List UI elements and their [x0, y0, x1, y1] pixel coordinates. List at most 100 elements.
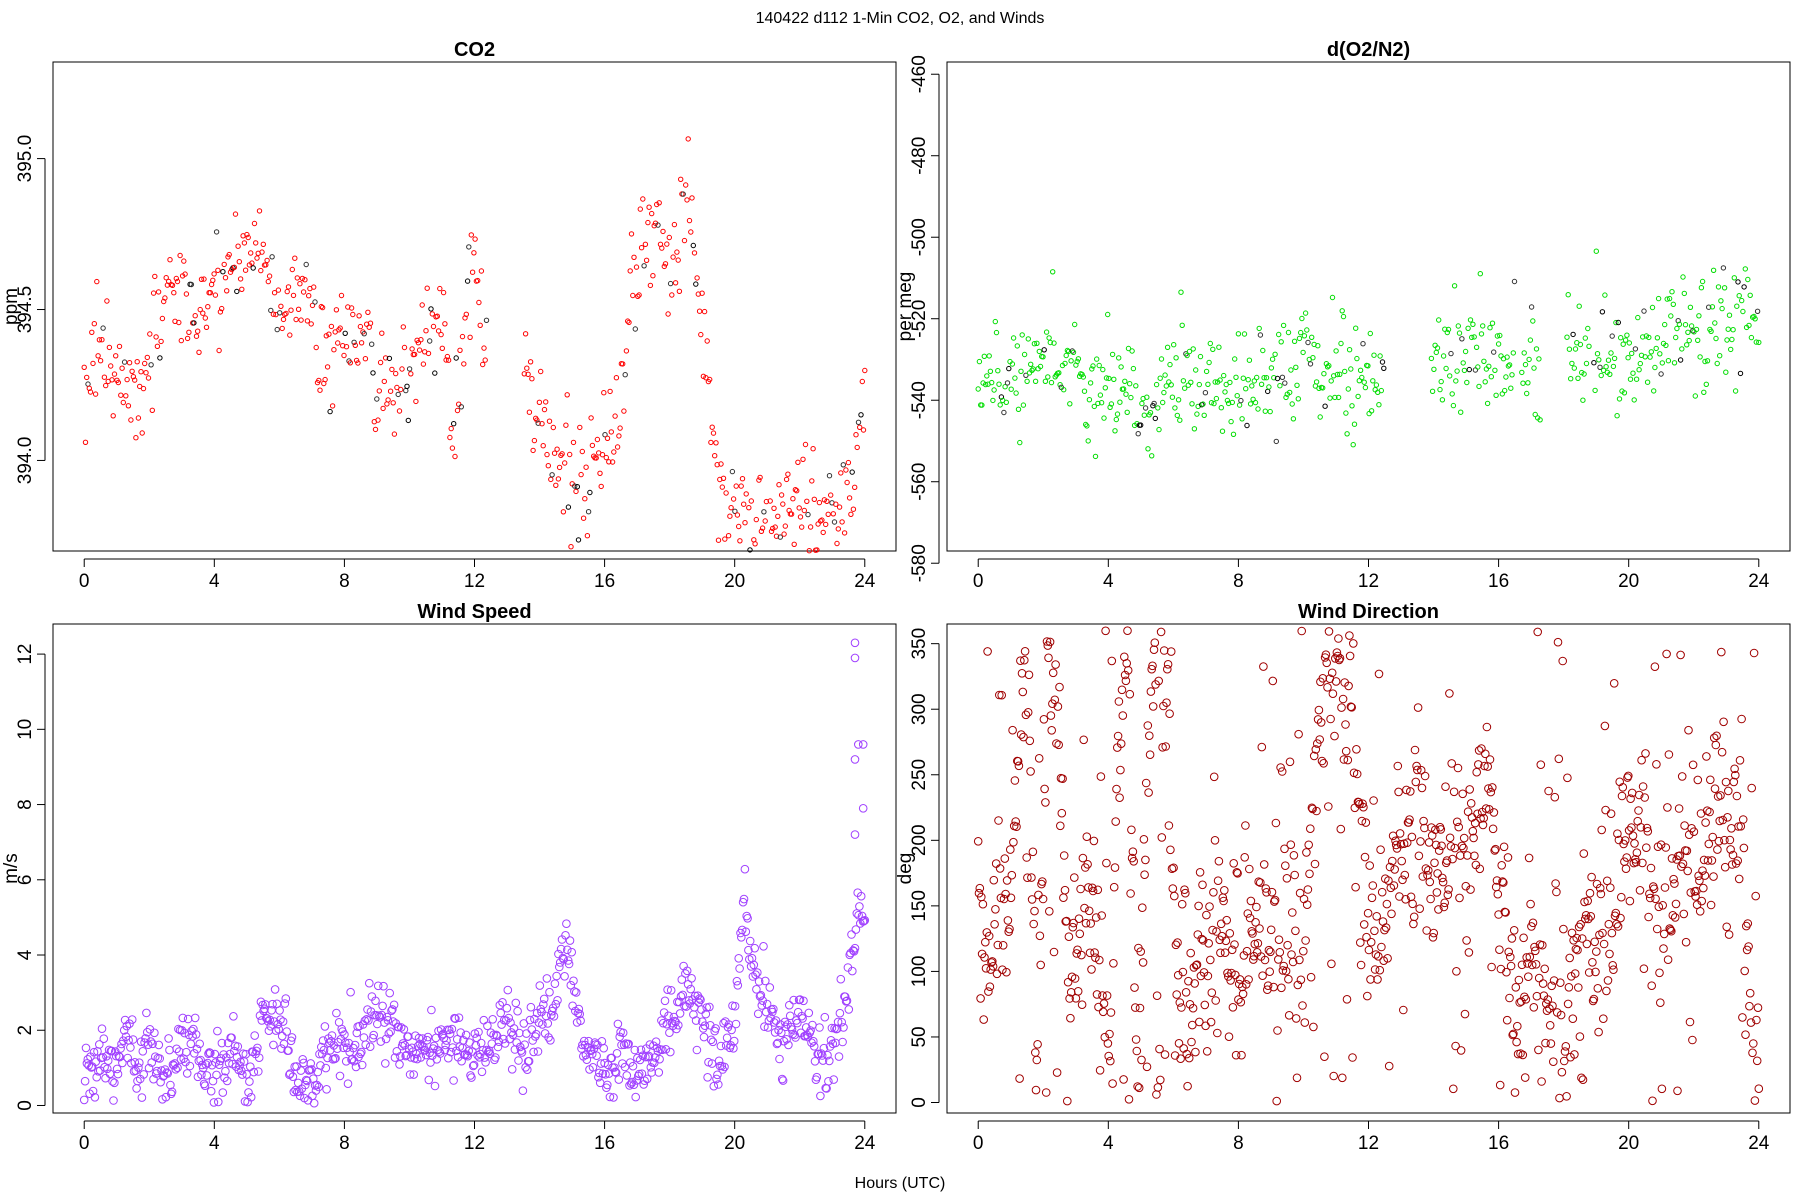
- wind-direction-point: [1444, 885, 1453, 894]
- co2-point: [181, 258, 187, 264]
- o2n2-point: [1125, 345, 1132, 352]
- wind-direction-point: [1191, 961, 1201, 970]
- wind-speed-point: [712, 1074, 721, 1084]
- co2-point: [454, 407, 461, 414]
- o2n2-point: [1103, 375, 1110, 381]
- o2n2-y-tick-label: -520: [909, 300, 930, 338]
- o2n2-y-tick-label: -460: [909, 55, 930, 93]
- co2-point: [269, 254, 275, 260]
- wind-direction-point: [1052, 1068, 1062, 1077]
- wind-direction-point: [1118, 711, 1128, 720]
- wind-speed-point: [527, 1025, 537, 1034]
- wind-direction-point: [1397, 856, 1406, 866]
- wind-direction-point: [1000, 854, 1010, 863]
- wind-direction-point: [1192, 960, 1202, 970]
- wind-direction-point: [1573, 945, 1582, 955]
- wind-direction-point: [995, 864, 1005, 873]
- wind-speed-point: [855, 902, 864, 911]
- o2n2-point: [1064, 347, 1071, 354]
- wind-speed-point: [191, 1030, 201, 1039]
- o2n2-point: [1520, 380, 1526, 386]
- o2n2-point: [1246, 357, 1253, 363]
- wind-direction-point: [1270, 895, 1280, 905]
- wind-direction-point: [1706, 775, 1715, 785]
- wind-direction-point: [1624, 771, 1633, 781]
- co2-point: [142, 360, 148, 367]
- wind-speed-point: [816, 1091, 825, 1101]
- wind-speed-point: [850, 943, 860, 953]
- wind-direction-point: [1363, 991, 1372, 1001]
- wind-speed-point: [810, 1057, 820, 1066]
- wind-direction-point: [1194, 901, 1203, 911]
- o2n2-point: [1642, 354, 1648, 360]
- wind-direction-point: [1508, 1030, 1517, 1040]
- o2n2-point: [1219, 428, 1226, 434]
- wind-direction-point: [1323, 683, 1332, 692]
- co2-point: [192, 313, 198, 319]
- wind-direction-point: [1541, 1038, 1550, 1048]
- o2n2-point: [1301, 333, 1308, 339]
- wind-direction-point: [1134, 1083, 1144, 1093]
- o2n2-point: [1106, 375, 1112, 382]
- wind-speed-point: [156, 1077, 165, 1087]
- o2n2-point: [1070, 349, 1077, 355]
- o2n2-point: [1324, 364, 1331, 370]
- co2-point: [367, 320, 374, 326]
- wind-speed-x-tick-label: 12: [464, 1133, 485, 1154]
- o2n2-point: [1166, 379, 1172, 385]
- co2-point: [704, 338, 710, 344]
- wind-speed-point: [561, 931, 570, 940]
- wind-direction-point: [1229, 859, 1238, 868]
- o2n2-point: [1571, 365, 1578, 371]
- wind-direction-point: [1675, 851, 1685, 861]
- co2-point: [536, 399, 543, 405]
- o2n2-point: [1316, 385, 1322, 391]
- o2n2-point: [1048, 379, 1055, 386]
- co2-point: [844, 479, 850, 486]
- co2-point: [406, 366, 413, 372]
- wind-direction-point: [1129, 857, 1138, 866]
- wind-speed-point: [273, 1019, 283, 1029]
- wind-direction-point: [1032, 1055, 1042, 1065]
- o2n2-point: [1717, 353, 1723, 359]
- o2n2-point: [1142, 405, 1149, 411]
- co2-point: [216, 347, 222, 354]
- wind-speed-point: [119, 1026, 129, 1035]
- wind-direction-point: [1104, 1051, 1113, 1061]
- wind-speed-point: [829, 1075, 839, 1084]
- wind-direction-point: [1622, 853, 1631, 862]
- co2-point: [147, 331, 153, 337]
- wind-speed-point: [622, 1071, 632, 1080]
- wind-direction-point: [1502, 1015, 1512, 1025]
- wind-direction-point: [1268, 676, 1278, 686]
- wind-direction-point: [1725, 835, 1735, 845]
- wind-direction-point: [1727, 824, 1736, 833]
- co2-point: [163, 275, 169, 281]
- co2-point: [128, 417, 134, 423]
- wind-speed-point: [468, 1061, 478, 1071]
- wind-direction-point: [1234, 979, 1244, 989]
- o2n2-point: [1065, 348, 1072, 355]
- co2-point: [152, 273, 158, 280]
- wind-speed-point: [860, 916, 870, 925]
- wind-speed-point: [133, 1076, 142, 1086]
- o2n2-point: [990, 397, 996, 404]
- wind-direction-point: [1499, 842, 1509, 852]
- co2-point: [390, 400, 396, 406]
- wind-speed-point: [452, 1035, 462, 1044]
- wind-speed-point: [761, 976, 770, 986]
- co2-point: [140, 385, 147, 392]
- wind-speed-point: [749, 960, 759, 970]
- wind-direction-point: [1164, 821, 1174, 830]
- co2-point: [712, 453, 718, 459]
- o2n2-point: [1028, 361, 1034, 367]
- wind-direction-point: [1034, 890, 1043, 900]
- o2n2-point: [1497, 332, 1503, 339]
- wind-speed-point: [629, 1080, 639, 1089]
- wind-direction-point: [1317, 756, 1327, 766]
- wind-direction-point: [1341, 720, 1350, 729]
- o2n2-point: [1718, 298, 1724, 304]
- wind-direction-point: [1468, 826, 1478, 836]
- o2n2-point: [1737, 370, 1744, 377]
